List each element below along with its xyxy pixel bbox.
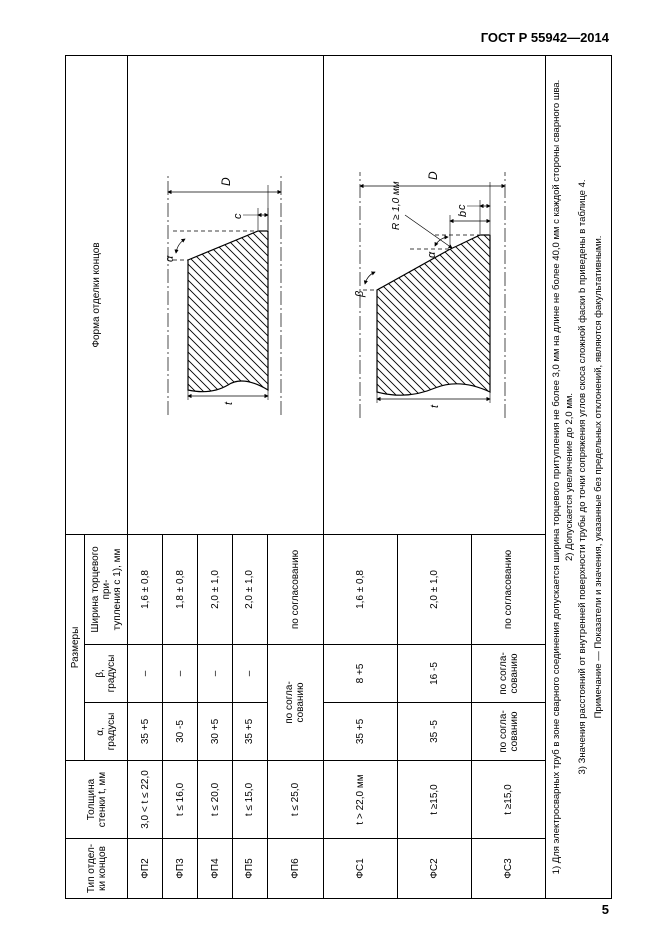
cell-alpha: 35 +5 <box>128 703 163 761</box>
cell-c: по согласованию <box>472 534 546 644</box>
cell-thick: t > 22,0 мм <box>324 761 398 839</box>
figure-2-cell: β α R ≥ 1,0 мм t <box>324 56 546 535</box>
cell-type: ФП4 <box>198 839 233 899</box>
cell-thick: 3,0 < t ≤ 22,0 <box>128 761 163 839</box>
cell-alpha: по согла- сованию <box>267 645 323 761</box>
cell-beta: – <box>163 645 198 703</box>
rotated-table-container: Тип отдел- ки концов Толщина стенки t, м… <box>65 55 612 899</box>
cell-thick: t ≥15,0 <box>398 761 472 839</box>
figure-1-cell: α t c D <box>128 56 324 535</box>
footnotes-cell: 1) Для электросварных труб в зоне сварно… <box>546 56 612 899</box>
cell-alpha: 35 +5 <box>232 703 267 761</box>
table-row: ФС1 t > 22,0 мм 35 +5 8 +5 1,6 ± 0,8 <box>324 56 398 899</box>
figure-1: α t c D <box>138 160 313 430</box>
cell-type: ФП5 <box>232 839 267 899</box>
hdr-form: Форма отделки концов <box>66 56 128 535</box>
hdr-sizes: Размеры <box>66 534 85 760</box>
cell-beta: 8 +5 <box>324 645 398 703</box>
cell-c: 2,0 ± 1,0 <box>232 534 267 644</box>
cell-type: ФС1 <box>324 839 398 899</box>
cell-c: 1,8 ± 0,8 <box>163 534 198 644</box>
cell-c: 2,0 ± 1,0 <box>398 534 472 644</box>
cell-c: по согласованию <box>267 534 323 644</box>
cell-alpha: по согла- сованию <box>472 703 546 761</box>
footnote-3: 3) Значения расстояний от внутренней пов… <box>577 60 590 894</box>
cell-type: ФП2 <box>128 839 163 899</box>
footnote-1: 1) Для электросварных труб в зоне сварно… <box>551 60 564 894</box>
page-number: 5 <box>602 902 609 917</box>
cell-beta: 16 -5 <box>398 645 472 703</box>
hdr-thickness: Толщина стенки t, мм <box>66 761 128 839</box>
cell-beta: – <box>198 645 233 703</box>
fig2-beta: β <box>354 290 366 298</box>
cell-c: 1,6 ± 0,8 <box>128 534 163 644</box>
cell-thick: t ≤ 15,0 <box>232 761 267 839</box>
cell-alpha: 30 -5 <box>163 703 198 761</box>
cell-c: 2,0 ± 1,0 <box>198 534 233 644</box>
fig1-t: t <box>223 401 235 405</box>
hdr-alpha: α, градусы <box>85 703 128 761</box>
table-row: ФП2 3,0 < t ≤ 22,0 35 +5 – 1,6 ± 0,8 <box>128 56 163 899</box>
cell-type: ФП6 <box>267 839 323 899</box>
hdr-type: Тип отдел- ки концов <box>66 839 128 899</box>
cell-type: ФС2 <box>398 839 472 899</box>
cell-beta: по согла- сованию <box>472 645 546 703</box>
fig1-D: D <box>219 177 233 186</box>
cell-thick: t ≤ 20,0 <box>198 761 233 839</box>
fig2-b: b <box>457 211 469 217</box>
document-id: ГОСТ Р 55942—2014 <box>481 30 609 45</box>
fig1-alpha: α <box>164 255 176 262</box>
spec-table: Тип отдел- ки концов Толщина стенки t, м… <box>65 55 612 899</box>
cell-alpha: 35 +5 <box>324 703 398 761</box>
fig2-R: R ≥ 1,0 мм <box>391 181 402 230</box>
cell-alpha: 35 -5 <box>398 703 472 761</box>
hdr-c: Ширина торцевого при- тупления с 1), мм <box>85 534 128 644</box>
cell-thick: t ≤ 16,0 <box>163 761 198 839</box>
fig2-alpha: α <box>426 251 438 258</box>
footnote-note: Примечание — Показатели и значения, указ… <box>593 60 606 894</box>
fig2-c: c <box>456 204 468 210</box>
cell-thick: t ≥15,0 <box>472 761 546 839</box>
footnote-2: 2) Допускается увеличение до 2,0 мм. <box>564 60 577 894</box>
cell-beta: – <box>128 645 163 703</box>
cell-beta: – <box>232 645 267 703</box>
cell-thick: t ≤ 25,0 <box>267 761 323 839</box>
cell-type: ФП3 <box>163 839 198 899</box>
cell-type: ФС3 <box>472 839 546 899</box>
header-row-1: Тип отдел- ки концов Толщина стенки t, м… <box>66 56 85 899</box>
fig2-t: t <box>429 404 441 408</box>
hdr-beta: β, градусы <box>85 645 128 703</box>
cell-c: 1,6 ± 0,8 <box>324 534 398 644</box>
footnotes-row: 1) Для электросварных труб в зоне сварно… <box>546 56 612 899</box>
cell-alpha: 30 +5 <box>198 703 233 761</box>
fig1-c: c <box>232 213 244 219</box>
fig2-D: D <box>426 171 440 180</box>
figure-2: β α R ≥ 1,0 мм t <box>335 160 535 430</box>
